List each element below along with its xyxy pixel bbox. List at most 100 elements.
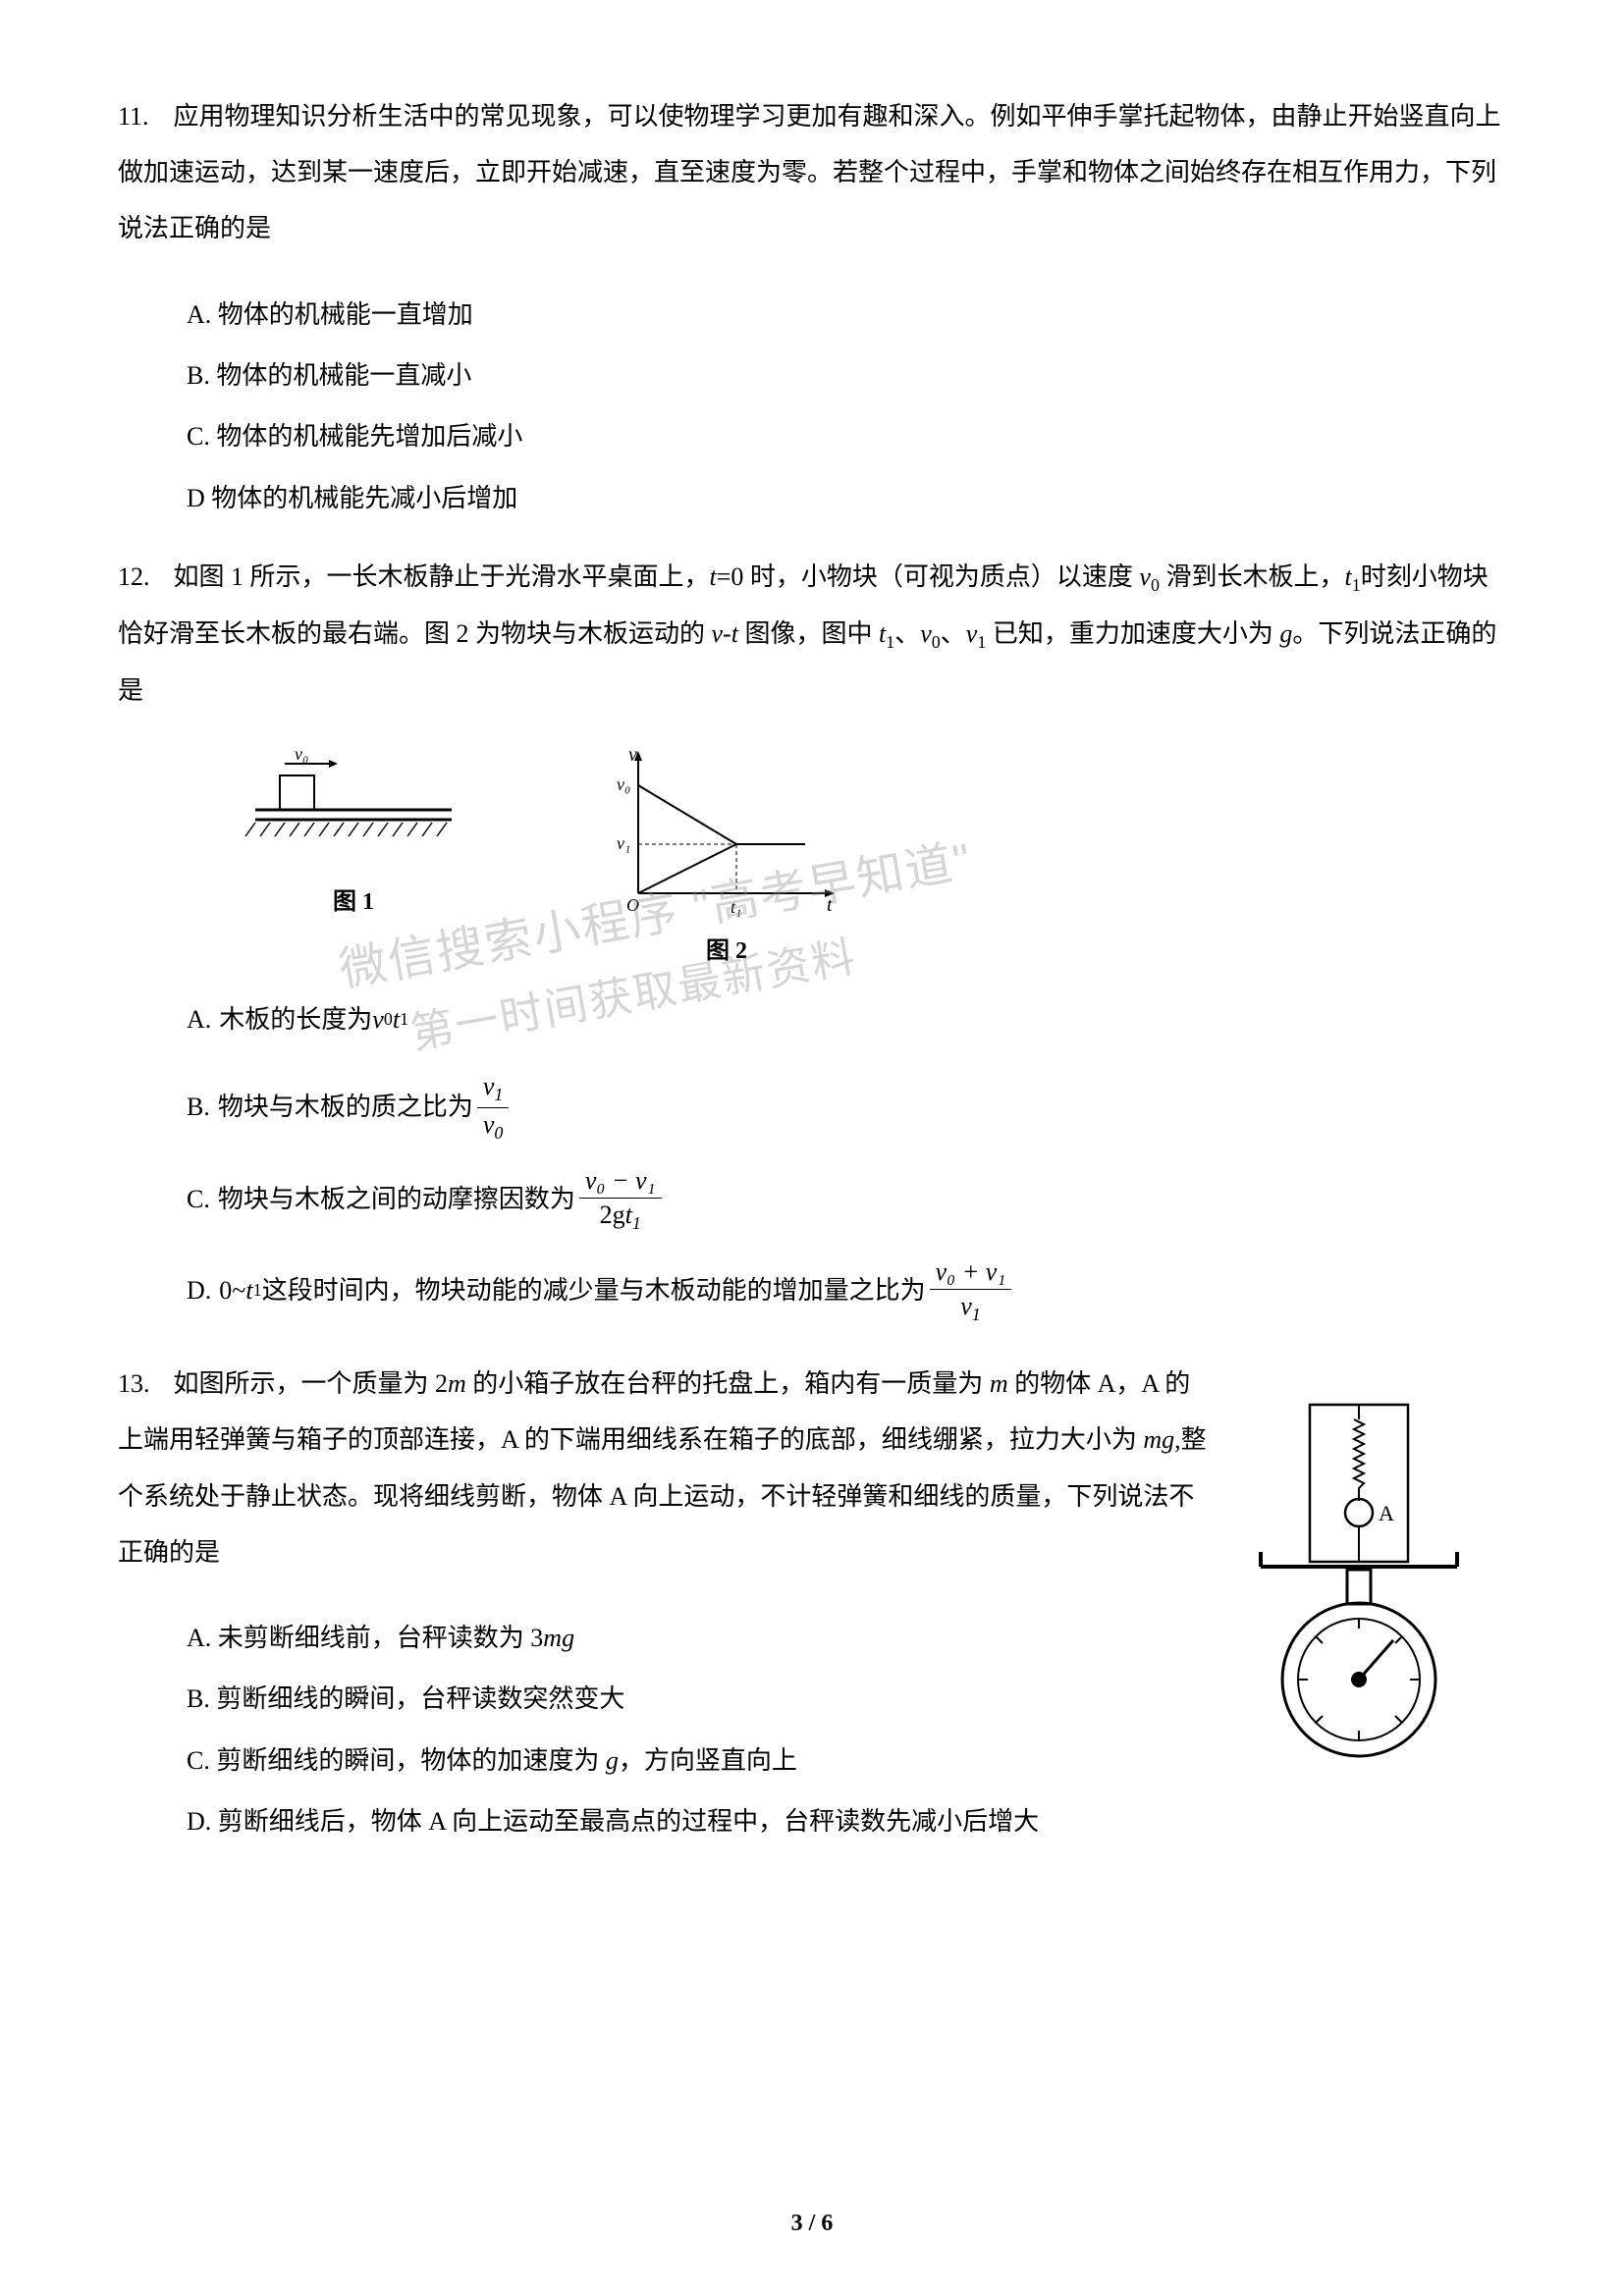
q12-fig2: v v₀ v₁ O t₁ t 图 2 — [599, 746, 854, 965]
q13-c-g: g — [606, 1746, 619, 1775]
q13-i1: m — [448, 1369, 466, 1398]
svg-text:O: O — [626, 895, 639, 915]
q12-b-numv: v — [483, 1072, 495, 1100]
q12-p7: 、 — [941, 619, 966, 648]
q13-c-t2: ，方向竖直向上 — [619, 1746, 797, 1775]
q12-a-sub: 0 — [384, 998, 393, 1041]
q12-b-label: B. — [187, 1077, 210, 1138]
q12-d-denv: v — [960, 1292, 972, 1320]
q12-d-t1: 0~ — [219, 1260, 245, 1321]
svg-text:t₁: t₁ — [731, 897, 741, 917]
q12-d-s1: 1 — [253, 1269, 262, 1311]
question-12: 12. 如图 1 所示，一长木板静止于光滑水平桌面上，t=0 时，小物块（可视为… — [118, 549, 1506, 719]
svg-text:v: v — [628, 746, 637, 766]
q12-p2: =0 时，小物块（可视为质点）以速度 — [717, 562, 1140, 591]
q13-c-t1: 剪断细线的瞬间，物体的加速度为 — [216, 1746, 606, 1775]
q13-number: 13. — [118, 1356, 167, 1412]
q13-b-text: 剪断细线的瞬间，台秤读数突然变大 — [216, 1684, 624, 1713]
q12-s0b: 0 — [932, 632, 941, 652]
q11-option-d: D 物体的机械能先减小后增加 — [187, 468, 1506, 529]
q12-d-dens: 1 — [972, 1305, 981, 1324]
q13-left: 13. 如图所示，一个质量为 2m 的小箱子放在台秤的托盘上，箱内有一质量为 m… — [118, 1356, 1212, 1852]
q12-c-den2g: 2g — [600, 1201, 625, 1229]
q12-s1a: 1 — [1352, 575, 1361, 595]
q12-d-label: D. — [187, 1260, 211, 1321]
q11-option-a: A. 物体的机械能一直增加 — [187, 285, 1506, 346]
q12-d-fraction: v₀ + v₁ v1 — [930, 1255, 1012, 1326]
q12-option-a: A. 木板的长度为 v0t1 — [187, 989, 1506, 1050]
q13-p2: 的小箱子放在台秤的托盘上，箱内有一质量为 — [466, 1369, 990, 1398]
q12-b-nums: 1 — [494, 1085, 503, 1104]
q13-figure: A — [1231, 1395, 1506, 1792]
q12-b-dens: 0 — [494, 1123, 503, 1143]
fig1-svg: v₀ — [236, 746, 471, 874]
q12-c-fraction: v₀ − v₁ 2gt1 — [579, 1164, 662, 1235]
fig2-svg: v v₀ v₁ O t₁ t — [599, 746, 854, 923]
fig2-label: 图 2 — [706, 931, 747, 965]
svg-text:v₀: v₀ — [295, 746, 308, 764]
q13-option-b: B. 剪断细线的瞬间，台秤读数突然变大 — [187, 1669, 1212, 1730]
q12-c-dent: t — [625, 1201, 632, 1229]
question-13-wrap: 13. 如图所示，一个质量为 2m 的小箱子放在台秤的托盘上，箱内有一质量为 m… — [118, 1356, 1506, 1852]
q13-p1: 如图所示，一个质量为 2 — [174, 1369, 449, 1398]
q12-a-v: v — [372, 989, 384, 1050]
svg-text:v₀: v₀ — [617, 774, 630, 794]
q12-p1: 如图 1 所示，一长木板静止于光滑水平桌面上， — [174, 562, 710, 591]
q13-i2: m — [990, 1369, 1008, 1398]
q13-d-text: 剪断细线后，物体 A 向上运动至最高点的过程中，台秤读数先减小后增大 — [218, 1807, 1039, 1836]
q12-i4: v-t — [712, 619, 738, 648]
q13-i3: mg — [1143, 1425, 1174, 1454]
question-11: 11. 应用物理知识分析生活中的常见现象，可以使物理学习更加有趣和深入。例如平伸… — [118, 88, 1506, 257]
q12-b-fraction: v1 v0 — [477, 1070, 510, 1145]
q13-text: 如图所示，一个质量为 2m 的小箱子放在台秤的托盘上，箱内有一质量为 m 的物体… — [118, 1369, 1207, 1567]
q12-s0a: 0 — [1151, 575, 1160, 595]
svg-text:t: t — [827, 894, 833, 916]
q11-optC-text: 物体的机械能先增加后减小 — [216, 422, 522, 451]
q12-i3: t — [1344, 562, 1351, 591]
q12-option-b: B. 物块与木板的质之比为 v1 v0 — [187, 1070, 1506, 1145]
q12-c-text: 物块与木板之间的动摩擦因数为 — [218, 1169, 575, 1230]
q13-svg: A — [1231, 1395, 1487, 1788]
q12-s1b: 1 — [886, 632, 894, 652]
q11-optD-text: 物体的机械能先减小后增加 — [211, 484, 517, 512]
svg-text:A: A — [1379, 1501, 1394, 1525]
q12-b-text: 物块与木板的质之比为 — [218, 1077, 473, 1138]
q13-option-c: C. 剪断细线的瞬间，物体的加速度为 g，方向竖直向上 — [187, 1731, 1212, 1791]
q11-option-b: B. 物体的机械能一直减小 — [187, 346, 1506, 406]
q13-a-mg: mg — [543, 1624, 574, 1652]
q12-text: 如图 1 所示，一长木板静止于光滑水平桌面上，t=0 时，小物块（可视为质点）以… — [118, 562, 1496, 705]
fig1-label: 图 1 — [333, 881, 374, 916]
q11-optA-text: 物体的机械能一直增加 — [218, 300, 473, 329]
q12-option-c: C. 物块与木板之间的动摩擦因数为 v₀ − v₁ 2gt1 — [187, 1164, 1506, 1235]
q12-fig1: v₀ 图 1 — [236, 746, 471, 965]
q12-a-label: A. — [187, 989, 211, 1050]
q12-p3: 滑到长木板上， — [1160, 562, 1345, 591]
q12-i8: g — [1279, 619, 1292, 648]
q12-figures: v₀ 图 1 — [236, 746, 1506, 965]
question-13: 13. 如图所示，一个质量为 2m 的小箱子放在台秤的托盘上，箱内有一质量为 m… — [118, 1356, 1212, 1580]
q12-d-t2: 这段时间内，物块动能的减少量与木板动能的增加量之比为 — [262, 1260, 926, 1321]
q12-a-text: 木板的长度为 — [219, 989, 372, 1050]
q12-b-denv: v — [483, 1110, 495, 1139]
q12-c-num: v₀ − v₁ — [579, 1164, 662, 1199]
q11-text: 应用物理知识分析生活中的常见现象，可以使物理学习更加有趣和深入。例如平伸手掌托起… — [118, 102, 1501, 242]
q13-option-a: A. 未剪断细线前，台秤读数为 3mg — [187, 1608, 1212, 1669]
q12-i6: v — [920, 619, 932, 648]
q11-optB-text: 物体的机械能一直减小 — [216, 361, 471, 390]
q12-i7: v — [966, 619, 978, 648]
q13-option-d: D. 剪断细线后，物体 A 向上运动至最高点的过程中，台秤读数先减小后增大 — [187, 1791, 1212, 1852]
q12-c-label: C. — [187, 1169, 210, 1230]
q12-a-t: t — [393, 989, 400, 1050]
q13-a-t1: 未剪断细线前，台秤读数为 3 — [218, 1624, 544, 1652]
q12-number: 12. — [118, 549, 167, 605]
q12-a-sub2: 1 — [400, 998, 408, 1041]
q11-number: 11. — [118, 88, 167, 144]
q12-p5: 图像，图中 — [738, 619, 879, 648]
q12-s1c: 1 — [977, 632, 986, 652]
page-number: 3 / 6 — [791, 2211, 834, 2237]
q12-i1: t — [710, 562, 717, 591]
q11-option-c: C. 物体的机械能先增加后减小 — [187, 406, 1506, 467]
q12-c-dens: 1 — [632, 1213, 641, 1233]
q12-i2: v — [1139, 562, 1151, 591]
svg-text:v₁: v₁ — [617, 833, 630, 853]
